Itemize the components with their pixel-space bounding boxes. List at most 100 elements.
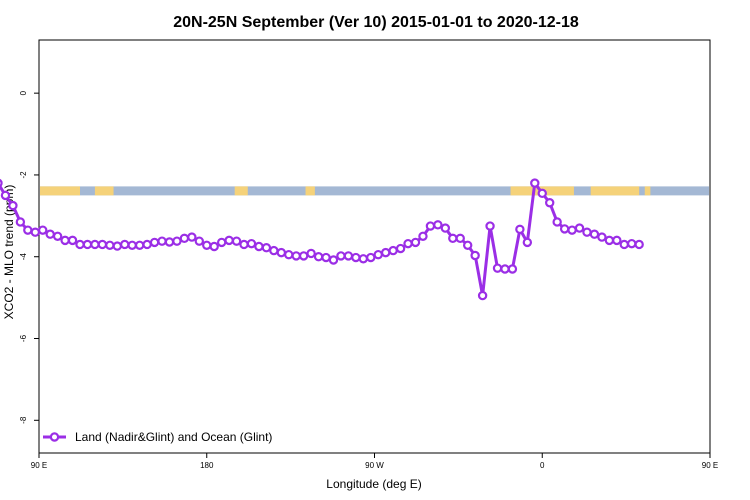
data-point bbox=[604, 235, 615, 246]
land-segment bbox=[644, 186, 651, 196]
data-point bbox=[380, 247, 391, 258]
data-point bbox=[462, 240, 473, 250]
y-tick-label: 0 bbox=[19, 90, 28, 95]
data-point bbox=[75, 239, 85, 250]
legend-marker bbox=[49, 432, 60, 442]
data-point bbox=[485, 221, 495, 231]
data-point bbox=[164, 237, 175, 247]
land-segment bbox=[94, 186, 114, 196]
data-point bbox=[343, 251, 354, 261]
data-point bbox=[351, 252, 361, 263]
data-point bbox=[142, 239, 152, 250]
data-point bbox=[492, 263, 503, 273]
data-point bbox=[52, 231, 63, 241]
data-point bbox=[269, 245, 279, 256]
data-point bbox=[388, 245, 398, 256]
chart-title: 20N-25N September (Ver 10) 2015-01-01 to… bbox=[173, 14, 579, 31]
plot-area: 90 E 180 90 W 0 90 E 0 -2 -4 -6 -8 bbox=[0, 39, 718, 470]
data-point bbox=[545, 198, 555, 208]
data-point bbox=[582, 227, 592, 237]
data-point bbox=[552, 217, 562, 227]
data-point bbox=[612, 235, 622, 246]
data-point bbox=[149, 237, 160, 248]
data-point bbox=[366, 252, 376, 263]
data-point bbox=[82, 239, 93, 250]
data-point bbox=[179, 233, 190, 244]
data-point bbox=[112, 241, 122, 251]
data-point bbox=[425, 221, 436, 231]
land-segment bbox=[590, 186, 640, 196]
land-ocean-band bbox=[40, 186, 709, 196]
data-point bbox=[567, 225, 577, 235]
data-point bbox=[231, 236, 242, 246]
y-tick-label: -6 bbox=[19, 334, 28, 342]
data-point bbox=[321, 252, 331, 263]
data-point bbox=[23, 225, 33, 235]
x-tick-label: 90 W bbox=[365, 461, 384, 470]
data-point bbox=[97, 239, 108, 250]
data-point bbox=[90, 239, 100, 250]
data-point bbox=[597, 232, 607, 242]
x-tick-label: 180 bbox=[200, 461, 214, 470]
data-point bbox=[239, 239, 249, 250]
data-point bbox=[0, 178, 3, 188]
data-point bbox=[15, 217, 26, 227]
data-point bbox=[261, 243, 272, 253]
data-point bbox=[455, 233, 465, 244]
data-point bbox=[254, 241, 264, 252]
data-point bbox=[448, 233, 458, 244]
data-point bbox=[298, 251, 309, 261]
data-point bbox=[306, 248, 316, 259]
y-tick-label: -8 bbox=[19, 416, 28, 424]
data-point bbox=[276, 247, 287, 258]
x-axis-label: Longitude (deg E) bbox=[326, 477, 421, 491]
x-tick-label: 0 bbox=[540, 461, 545, 470]
data-point bbox=[574, 223, 585, 233]
data-point bbox=[530, 178, 540, 188]
data-point bbox=[313, 252, 324, 262]
series-land-ocean bbox=[0, 178, 644, 301]
data-point bbox=[127, 240, 137, 250]
data-point bbox=[157, 236, 167, 246]
y-axis-ticks: 0 -2 -4 -6 -8 bbox=[19, 90, 39, 424]
data-point bbox=[105, 240, 115, 250]
data-point bbox=[619, 239, 629, 250]
data-point bbox=[403, 238, 413, 249]
legend-label: Land (Nadir&Glint) and Ocean (Glint) bbox=[75, 430, 272, 444]
data-point bbox=[627, 238, 637, 249]
data-point bbox=[500, 264, 510, 274]
data-point bbox=[440, 223, 451, 233]
legend: Land (Nadir&Glint) and Ocean (Glint) bbox=[43, 430, 272, 444]
data-point bbox=[328, 255, 339, 265]
data-point bbox=[559, 224, 570, 234]
y-tick-label: -2 bbox=[19, 171, 28, 179]
data-point bbox=[172, 236, 182, 246]
series-line bbox=[0, 181, 640, 298]
data-point bbox=[395, 243, 406, 254]
data-point bbox=[67, 235, 78, 246]
data-point bbox=[60, 235, 70, 246]
data-point bbox=[284, 249, 294, 260]
data-point bbox=[246, 238, 257, 249]
data-point bbox=[187, 232, 197, 242]
data-point bbox=[336, 251, 346, 261]
data-point bbox=[634, 239, 644, 250]
data-point bbox=[216, 237, 227, 248]
y-tick-label: -4 bbox=[19, 253, 28, 261]
data-point bbox=[507, 264, 518, 274]
data-point bbox=[134, 240, 145, 250]
data-point bbox=[470, 250, 480, 261]
data-point bbox=[418, 231, 428, 241]
data-point bbox=[38, 225, 48, 235]
data-point bbox=[45, 229, 55, 239]
data-point bbox=[515, 224, 525, 235]
data-point bbox=[358, 254, 369, 264]
data-point bbox=[433, 220, 443, 230]
data-point bbox=[373, 249, 383, 260]
data-point bbox=[194, 236, 204, 246]
data-point bbox=[209, 241, 219, 252]
data-point bbox=[202, 240, 212, 250]
data-point bbox=[477, 290, 488, 301]
data-point bbox=[30, 227, 40, 237]
